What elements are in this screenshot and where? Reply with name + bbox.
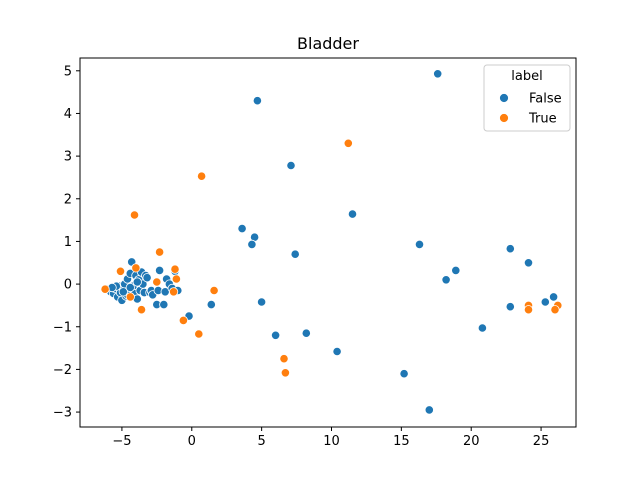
data-point-false-7 bbox=[414, 239, 425, 249]
data-point-true-11 bbox=[136, 305, 147, 315]
data-point-false-23 bbox=[399, 369, 409, 379]
data-point-false-15 bbox=[548, 292, 559, 302]
data-point-true-6 bbox=[115, 266, 126, 276]
x-tick-label: 25 bbox=[533, 434, 550, 449]
plot-area: −5 0 5 10 15 20 25 −3 −2 −1 0 1 2 3 4 5 bbox=[53, 57, 577, 449]
data-point-false-8 bbox=[290, 249, 300, 259]
y-tick-label: 0 bbox=[64, 278, 72, 293]
data-point-true-7 bbox=[152, 277, 162, 287]
data-point-false-20 bbox=[301, 328, 311, 338]
data-point-false-3 bbox=[347, 209, 358, 219]
y-tick-label: −2 bbox=[53, 363, 72, 378]
data-point-false-16 bbox=[256, 297, 267, 307]
data-point-true-4 bbox=[170, 264, 180, 274]
data-point-false-9 bbox=[505, 244, 515, 254]
y-tick-label: 5 bbox=[64, 64, 72, 79]
x-tick-label: 5 bbox=[257, 434, 265, 449]
legend-title: label bbox=[511, 69, 542, 84]
chart-title: Bladder bbox=[297, 34, 359, 53]
data-point-true-17 bbox=[550, 305, 560, 315]
data-point-false-0 bbox=[433, 69, 443, 79]
data-point-false-14 bbox=[540, 297, 550, 307]
data-point-true-3 bbox=[155, 247, 165, 257]
data-point-false-4 bbox=[237, 224, 247, 234]
y-tick-label: 1 bbox=[64, 235, 72, 250]
data-point-true-1 bbox=[197, 171, 207, 181]
data-point-false-56 bbox=[155, 265, 165, 275]
legend-marker-true bbox=[499, 113, 509, 123]
data-point-false-19 bbox=[270, 330, 281, 340]
data-point-true-21 bbox=[125, 292, 135, 302]
y-tick-label: −1 bbox=[53, 320, 72, 335]
data-point-false-12 bbox=[441, 275, 451, 285]
data-point-false-13 bbox=[505, 302, 515, 312]
data-point-true-5 bbox=[131, 263, 141, 273]
data-point-false-11 bbox=[451, 265, 461, 275]
data-point-true-12 bbox=[178, 315, 188, 325]
x-tick-label: 0 bbox=[188, 434, 196, 449]
data-point-true-20 bbox=[100, 284, 110, 294]
data-point-false-10 bbox=[523, 258, 534, 268]
data-point-false-17 bbox=[206, 299, 216, 310]
x-tick-label: 15 bbox=[393, 434, 410, 449]
data-point-true-15 bbox=[523, 305, 534, 315]
x-tick-label: −5 bbox=[112, 434, 131, 449]
data-point-false-66 bbox=[118, 287, 128, 297]
legend-marker-false bbox=[499, 93, 509, 103]
axes-frame bbox=[79, 57, 577, 428]
data-point-true-19 bbox=[280, 368, 290, 378]
data-point-false-24 bbox=[424, 405, 434, 415]
data-point-false-6 bbox=[247, 239, 257, 249]
y-tick-label: 4 bbox=[64, 107, 72, 122]
data-point-true-9 bbox=[169, 287, 179, 297]
data-point-false-68 bbox=[132, 277, 142, 287]
data-point-true-10 bbox=[209, 285, 219, 296]
data-point-false-21 bbox=[477, 323, 487, 333]
data-point-false-67 bbox=[125, 282, 135, 293]
data-point-false-1 bbox=[252, 96, 262, 106]
legend: label False True bbox=[483, 64, 571, 132]
data-point-true-18 bbox=[279, 354, 289, 364]
data-point-false-2 bbox=[286, 160, 296, 171]
data-point-true-13 bbox=[194, 329, 204, 339]
legend-label-false: False bbox=[529, 92, 562, 107]
data-point-true-2 bbox=[129, 210, 140, 220]
y-tick-label: 2 bbox=[64, 192, 72, 207]
y-tick-label: 3 bbox=[64, 150, 72, 165]
y-tick-label: −3 bbox=[53, 406, 72, 421]
x-tick-label: 20 bbox=[463, 434, 480, 449]
data-point-true-0 bbox=[343, 138, 353, 148]
legend-label-true: True bbox=[528, 112, 557, 127]
x-tick-label: 10 bbox=[323, 434, 340, 449]
data-point-true-8 bbox=[171, 274, 181, 284]
data-point-false-50 bbox=[142, 273, 152, 283]
data-point-false-57 bbox=[159, 299, 169, 310]
data-point-false-22 bbox=[332, 346, 342, 357]
